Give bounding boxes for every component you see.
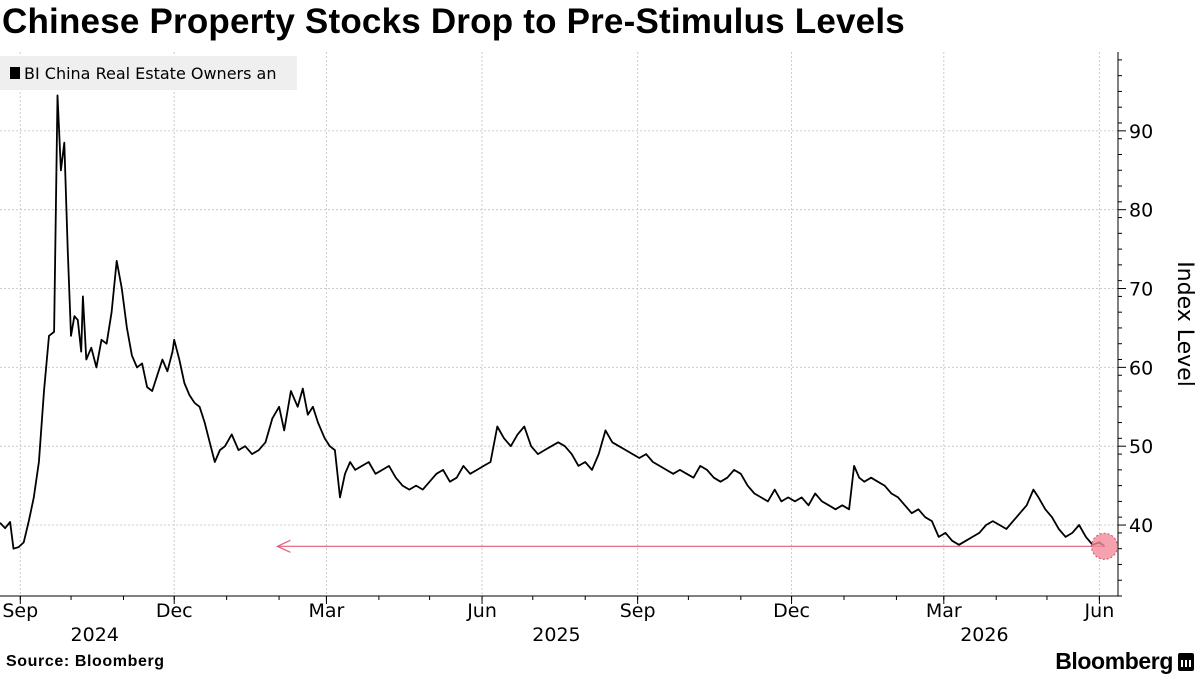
bloomberg-logo: Bloomberg [1055, 648, 1194, 675]
brand-name: Bloomberg [1055, 648, 1173, 674]
x-axis-labels: Sep Dec Mar Jun Sep Dec Mar Jun 2024 2025 2026 [2, 600, 1114, 646]
arrow-head [275, 539, 291, 553]
source-note: Source: Bloomberg [6, 653, 165, 670]
x-tick-label: Dec [156, 600, 193, 622]
chart-legend: BI China Real Estate Owners an [0, 56, 297, 90]
y-axis-labels: 40 50 60 70 80 90 [1129, 121, 1153, 537]
y-tick-label: 60 [1129, 357, 1153, 379]
x-tick-label: Mar [926, 600, 962, 622]
page-title: Chinese Property Stocks Drop to Pre-Stim… [2, 2, 905, 41]
chart-axes [0, 52, 1126, 604]
x-tick-label: Sep [620, 600, 656, 622]
x-tick-label: Jun [466, 600, 497, 622]
x-year-label: 2026 [960, 624, 1008, 646]
y-axis-title: Index Level [1172, 261, 1197, 387]
bloomberg-terminal-icon [1178, 652, 1194, 671]
y-tick-label: 70 [1129, 279, 1153, 301]
y-tick-label: 90 [1129, 121, 1153, 143]
legend-swatch [10, 67, 20, 79]
y-tick-label: 40 [1129, 515, 1153, 537]
legend-label: BI China Real Estate Owners an [24, 63, 277, 83]
chart-series [0, 94, 1106, 550]
y-tick-label: 50 [1129, 436, 1153, 458]
y-tick-label: 80 [1129, 200, 1153, 222]
series-line [0, 94, 1106, 550]
x-tick-label: Sep [2, 600, 38, 622]
x-tick-label: Dec [773, 600, 810, 622]
x-tick-label: Mar [309, 600, 345, 622]
chart-grid [0, 52, 1118, 596]
x-year-label: 2025 [532, 624, 580, 646]
x-year-label: 2024 [71, 624, 119, 646]
highlight-marker [1090, 532, 1118, 560]
x-tick-label: Jun [1084, 600, 1115, 622]
chart-annotations [275, 532, 1118, 560]
